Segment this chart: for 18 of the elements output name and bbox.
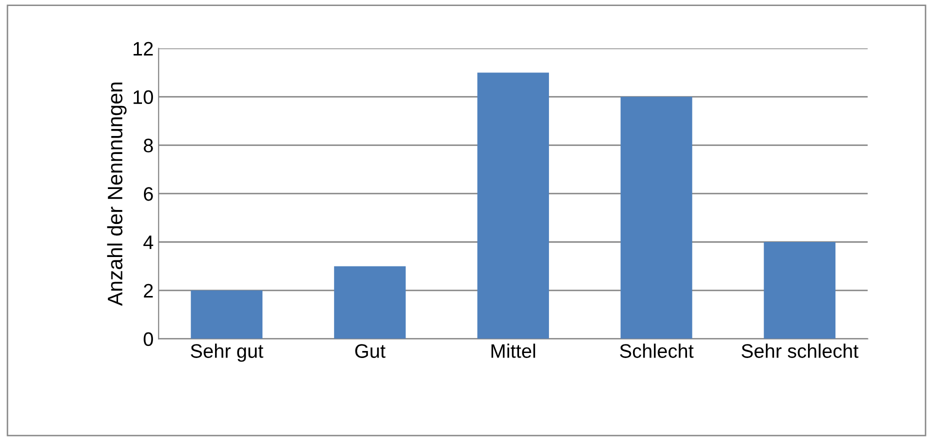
x-tick-label: Schlecht: [620, 344, 694, 358]
y-tick-label: 4: [143, 236, 154, 250]
x-tick-label: Sehr schlecht: [742, 344, 858, 358]
y-tick-label: 2: [144, 284, 153, 298]
bar: [764, 242, 836, 339]
y-tick-label: 12: [134, 42, 153, 56]
y-tick-label: 0: [144, 332, 153, 346]
y-tick-label: 10: [134, 90, 153, 104]
y-tick-label: 8: [144, 138, 153, 152]
x-tick-label: Mittel: [492, 344, 536, 358]
bar: [190, 290, 262, 339]
bar: [620, 96, 692, 339]
y-axis-title: Anzahl der Nennnungen: [107, 82, 127, 306]
bar: [477, 72, 549, 339]
x-tick-label: Sehr gut: [190, 344, 264, 362]
x-tick-label: Gut: [355, 344, 386, 358]
y-tick-label: 6: [144, 187, 153, 201]
bar: [334, 266, 406, 339]
